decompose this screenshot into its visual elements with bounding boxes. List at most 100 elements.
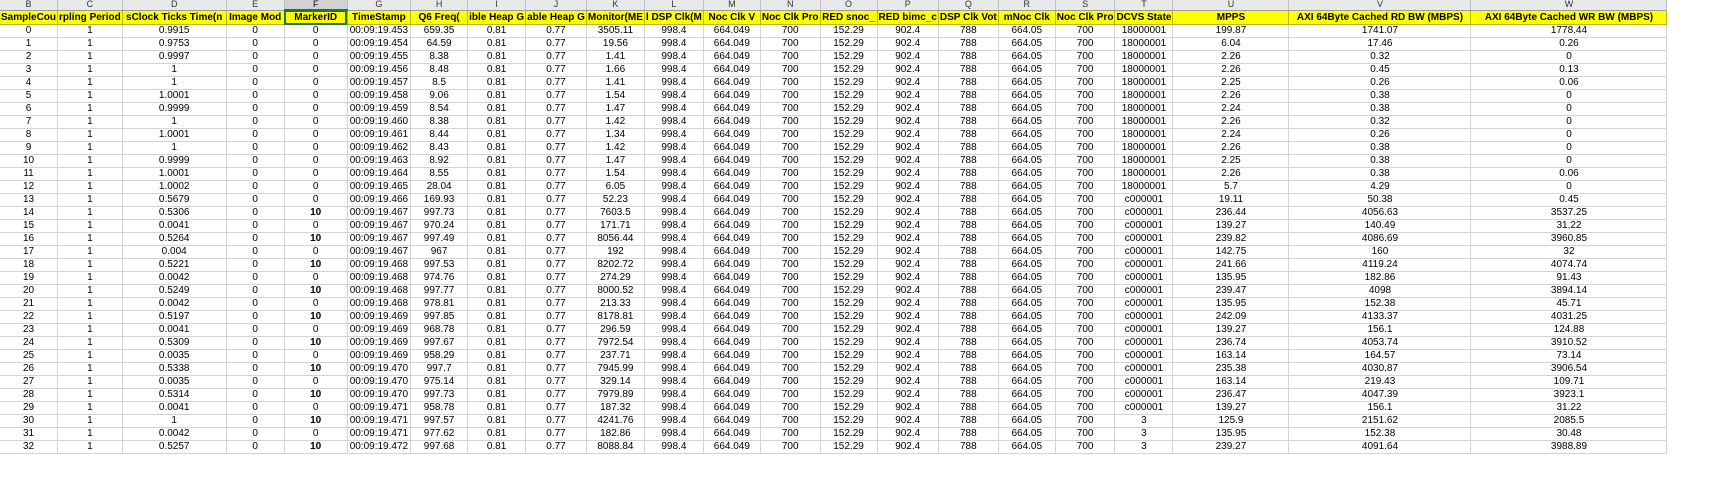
cell-e[interactable]: 0	[226, 24, 285, 38]
cell-s[interactable]: 700	[1055, 349, 1116, 363]
cell-d[interactable]: 0.5249	[122, 284, 227, 298]
cell-e[interactable]: 0	[226, 323, 285, 337]
cell-e[interactable]: 0	[226, 50, 285, 64]
cell-t[interactable]: 18000001	[1114, 102, 1174, 116]
cell-w[interactable]: 0	[1470, 154, 1668, 168]
cell-s[interactable]: 700	[1055, 245, 1116, 259]
cell-p[interactable]: 902.4	[877, 232, 939, 246]
cell-h[interactable]: 8.38	[410, 50, 469, 64]
cell-n[interactable]: 700	[760, 362, 821, 376]
cell-r[interactable]: 664.05	[998, 323, 1056, 337]
cell-l[interactable]: 998.4	[644, 440, 704, 454]
cell-o[interactable]: 152.29	[820, 50, 878, 64]
cell-m[interactable]: 664.049	[703, 440, 761, 454]
cell-p[interactable]: 902.4	[877, 336, 939, 350]
cell-g[interactable]: 00:09:19.469	[347, 336, 412, 350]
cell-p[interactable]: 902.4	[877, 50, 939, 64]
cell-l[interactable]: 998.4	[644, 388, 704, 402]
cell-f[interactable]: 0	[284, 167, 348, 181]
cell-d[interactable]: 1	[122, 76, 227, 90]
column-letter-g[interactable]: G	[347, 0, 412, 11]
cell-h[interactable]: 28.04	[410, 180, 469, 194]
cell-j[interactable]: 0.77	[525, 401, 587, 415]
cell-f[interactable]: 0	[284, 323, 348, 337]
cell-b[interactable]: 26	[0, 362, 59, 376]
cell-b[interactable]: 25	[0, 349, 59, 363]
cell-o[interactable]: 152.29	[820, 63, 878, 77]
cell-c[interactable]: 1	[57, 232, 123, 246]
cell-j[interactable]: 0.77	[525, 388, 587, 402]
cell-p[interactable]: 902.4	[877, 128, 939, 142]
cell-q[interactable]: 788	[938, 349, 999, 363]
cell-i[interactable]: 0.81	[467, 336, 527, 350]
cell-d[interactable]: 0.9753	[122, 37, 227, 51]
cell-v[interactable]: 0.26	[1288, 76, 1472, 90]
cell-l[interactable]: 998.4	[644, 427, 704, 441]
cell-l[interactable]: 998.4	[644, 24, 704, 38]
header-cell-p[interactable]: RED bimc_c	[877, 10, 939, 25]
cell-n[interactable]: 700	[760, 50, 821, 64]
cell-c[interactable]: 1	[57, 219, 123, 233]
cell-r[interactable]: 664.05	[998, 401, 1056, 415]
cell-c[interactable]: 1	[57, 271, 123, 285]
cell-p[interactable]: 902.4	[877, 414, 939, 428]
cell-h[interactable]: 997.67	[410, 336, 469, 350]
cell-j[interactable]: 0.77	[525, 336, 587, 350]
cell-j[interactable]: 0.77	[525, 297, 587, 311]
cell-q[interactable]: 788	[938, 440, 999, 454]
cell-c[interactable]: 1	[57, 63, 123, 77]
cell-b[interactable]: 16	[0, 232, 59, 246]
cell-g[interactable]: 00:09:19.454	[347, 37, 412, 51]
cell-h[interactable]: 8.48	[410, 63, 469, 77]
cell-b[interactable]: 30	[0, 414, 59, 428]
cell-s[interactable]: 700	[1055, 323, 1116, 337]
cell-t[interactable]: c000001	[1114, 362, 1174, 376]
cell-p[interactable]: 902.4	[877, 102, 939, 116]
cell-c[interactable]: 1	[57, 440, 123, 454]
cell-d[interactable]: 0.9999	[122, 102, 227, 116]
cell-f[interactable]: 0	[284, 89, 348, 103]
cell-j[interactable]: 0.77	[525, 219, 587, 233]
header-cell-l[interactable]: l DSP Clk(M	[644, 10, 704, 25]
cell-g[interactable]: 00:09:19.456	[347, 63, 412, 77]
cell-l[interactable]: 998.4	[644, 141, 704, 155]
cell-f[interactable]: 0	[284, 141, 348, 155]
cell-k[interactable]: 213.33	[586, 297, 645, 311]
cell-b[interactable]: 23	[0, 323, 59, 337]
cell-w[interactable]: 4031.25	[1470, 310, 1668, 324]
cell-e[interactable]: 0	[226, 310, 285, 324]
cell-e[interactable]: 0	[226, 206, 285, 220]
cell-w[interactable]: 31.22	[1470, 401, 1668, 415]
cell-d[interactable]: 0.5679	[122, 193, 227, 207]
cell-v[interactable]: 4091.64	[1288, 440, 1472, 454]
cell-j[interactable]: 0.77	[525, 180, 587, 194]
cell-c[interactable]: 1	[57, 89, 123, 103]
cell-i[interactable]: 0.81	[467, 284, 527, 298]
cell-o[interactable]: 152.29	[820, 336, 878, 350]
cell-v[interactable]: 0.32	[1288, 50, 1472, 64]
cell-t[interactable]: c000001	[1114, 219, 1174, 233]
header-cell-h[interactable]: Q6 Freq(	[410, 10, 469, 25]
cell-n[interactable]: 700	[760, 128, 821, 142]
cell-b[interactable]: 4	[0, 76, 59, 90]
cell-v[interactable]: 0.26	[1288, 128, 1472, 142]
cell-b[interactable]: 8	[0, 128, 59, 142]
cell-r[interactable]: 664.05	[998, 89, 1056, 103]
cell-t[interactable]: c000001	[1114, 349, 1174, 363]
cell-q[interactable]: 788	[938, 141, 999, 155]
cell-u[interactable]: 239.47	[1172, 284, 1290, 298]
cell-j[interactable]: 0.77	[525, 63, 587, 77]
cell-g[interactable]: 00:09:19.469	[347, 323, 412, 337]
cell-p[interactable]: 902.4	[877, 180, 939, 194]
cell-f[interactable]: 0	[284, 24, 348, 38]
cell-n[interactable]: 700	[760, 167, 821, 181]
cell-t[interactable]: 18000001	[1114, 63, 1174, 77]
cell-g[interactable]: 00:09:19.468	[347, 297, 412, 311]
cell-c[interactable]: 1	[57, 180, 123, 194]
cell-u[interactable]: 2.24	[1172, 128, 1290, 142]
cell-r[interactable]: 664.05	[998, 76, 1056, 90]
cell-b[interactable]: 3	[0, 63, 59, 77]
cell-i[interactable]: 0.81	[467, 297, 527, 311]
cell-c[interactable]: 1	[57, 102, 123, 116]
header-cell-w[interactable]: AXI 64Byte Cached WR BW (MBPS)	[1470, 10, 1668, 25]
